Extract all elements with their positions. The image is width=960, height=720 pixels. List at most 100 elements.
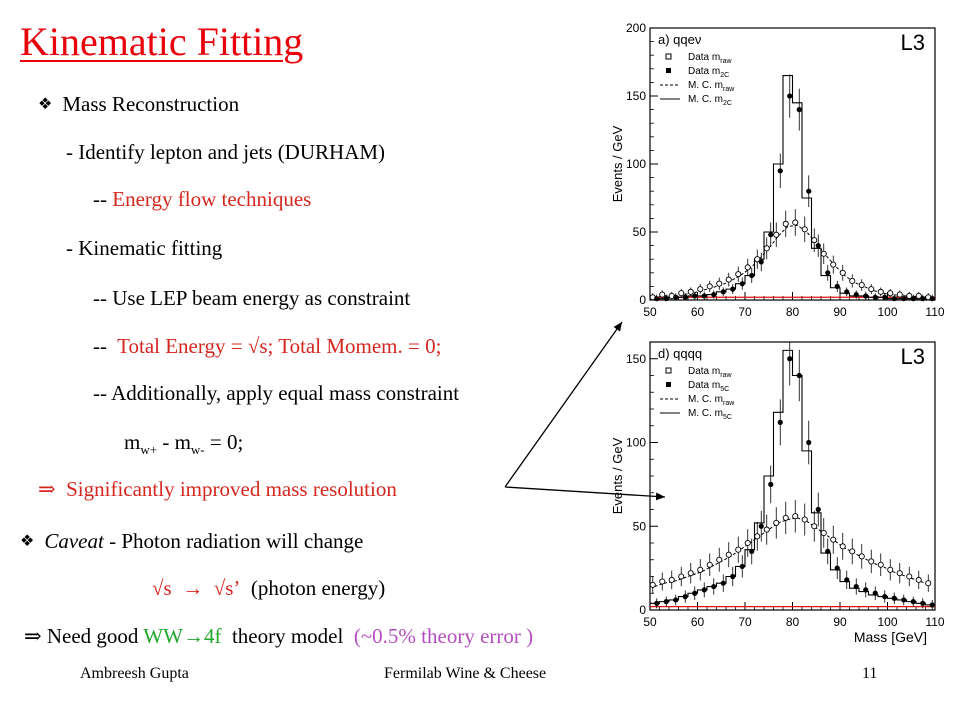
diamond-bullet-icon: ❖ xyxy=(20,531,35,550)
data-point-fit xyxy=(910,599,916,605)
legend-subscript: raw xyxy=(720,372,732,379)
data-point-fit xyxy=(701,587,707,593)
data-point-fit xyxy=(920,296,926,302)
caveat-text: - Photon radiation will change xyxy=(103,529,364,553)
data-point-fit xyxy=(777,168,783,174)
data-point-fit xyxy=(901,597,907,603)
data-point-fit xyxy=(882,594,888,600)
data-point-fit xyxy=(749,548,755,554)
legend-label: Data m2C xyxy=(688,66,729,79)
data-point-fit xyxy=(834,283,840,289)
data-point-fit xyxy=(673,597,679,603)
data-point-fit xyxy=(787,93,793,99)
data-point-raw xyxy=(811,237,818,244)
x-tick-label: 110 xyxy=(925,305,944,319)
data-point-raw xyxy=(678,290,685,297)
data-point-raw xyxy=(773,519,780,526)
data-point-fit xyxy=(768,481,774,487)
data-point-fit xyxy=(777,419,783,425)
data-point-raw xyxy=(839,269,846,276)
data-point-fit xyxy=(682,294,688,300)
mc-fit-histogram xyxy=(650,349,935,606)
data-point-fit xyxy=(910,296,916,302)
photon-energy-text: (photon energy) xyxy=(250,576,386,600)
data-point-fit xyxy=(929,296,935,302)
data-point-raw xyxy=(706,561,713,568)
legend-marker-filled xyxy=(666,382,671,387)
legend-marker-open xyxy=(665,367,672,374)
x-tick-label: 80 xyxy=(786,615,800,629)
x-tick-label: 50 xyxy=(643,305,657,319)
data-point-raw xyxy=(687,570,694,577)
data-point-raw xyxy=(773,231,780,238)
y-tick-label: 50 xyxy=(633,225,647,239)
theory-model-text: theory model xyxy=(221,624,354,648)
legend-subscript: raw xyxy=(720,58,732,65)
data-point-fit xyxy=(758,259,764,265)
data-point-fit xyxy=(815,243,821,249)
data-point-raw xyxy=(716,556,723,563)
data-point-fit xyxy=(692,293,698,299)
data-point-raw xyxy=(801,226,808,233)
y-tick-label: 50 xyxy=(633,519,647,533)
legend-subscript: 5C xyxy=(723,414,732,421)
y-axis-title: Events / GeV xyxy=(610,437,625,514)
identify-line: - Identify lepton and jets (DURHAM) xyxy=(66,140,386,164)
mass-reconstruction-text: Mass Reconstruction xyxy=(62,92,240,116)
formula-sub-wplus: w+ xyxy=(140,442,158,457)
data-point-raw xyxy=(915,576,922,583)
y-tick-label: 200 xyxy=(626,21,646,35)
data-point-fit xyxy=(654,296,660,302)
legend-marker-filled xyxy=(666,68,671,73)
data-point-fit xyxy=(872,590,878,596)
data-point-raw xyxy=(820,250,827,257)
data-point-fit xyxy=(863,587,869,593)
caveat-word: Caveat xyxy=(44,529,104,553)
data-point-fit xyxy=(901,296,907,302)
data-point-fit xyxy=(711,291,717,298)
data-point-raw xyxy=(849,277,856,285)
data-point-fit xyxy=(673,294,679,300)
legend-subscript: 2C xyxy=(723,100,732,107)
formula-m1: m xyxy=(124,430,141,454)
data-point-raw xyxy=(877,561,884,568)
data-point-raw xyxy=(906,292,913,299)
data-point-fit xyxy=(844,577,850,583)
data-point-raw xyxy=(858,553,865,560)
data-point-raw xyxy=(801,516,808,523)
bullet-caveat: ❖ Caveat - Photon radiation will change xyxy=(20,529,363,554)
data-point-fit xyxy=(720,580,726,586)
data-point-fit xyxy=(730,573,736,580)
energy-flow-line: -- Energy flow techniques xyxy=(93,187,311,212)
mc-fit-histogram xyxy=(650,75,935,300)
data-point-fit xyxy=(749,272,755,279)
legend-label: M. C. m5C xyxy=(688,408,732,421)
data-point-fit xyxy=(692,590,698,596)
data-point-raw xyxy=(915,292,922,299)
x-tick-label: 90 xyxy=(833,615,847,629)
legend-label: M. C. m2C xyxy=(688,94,732,107)
lep-beam-line: -- Use LEP beam energy as constraint xyxy=(93,286,411,310)
arrow-to-bottom-plot xyxy=(504,486,666,501)
x-tick-label: 70 xyxy=(738,615,752,629)
energy-flow-text: Energy flow techniques xyxy=(112,187,312,211)
panel-label: d) qqqq xyxy=(658,346,702,361)
x-tick-label: 60 xyxy=(691,615,705,629)
data-point-raw xyxy=(896,291,903,298)
data-point-fit xyxy=(853,583,859,590)
panel-label: a) qqeν xyxy=(658,32,701,47)
data-point-raw xyxy=(849,548,856,555)
data-point-raw xyxy=(792,219,799,226)
legend-label: Data m5C xyxy=(688,380,729,393)
x-tick-label: 90 xyxy=(833,305,847,319)
sqrt-s-prime: √s’ xyxy=(213,576,241,600)
formula-mid: - m xyxy=(157,430,191,454)
legend-subscript: 2C xyxy=(720,72,729,79)
data-point-raw xyxy=(868,286,875,293)
data-point-fit xyxy=(929,602,935,608)
data-point-fit xyxy=(796,107,802,113)
x-axis-title: Mass [GeV] xyxy=(854,629,927,645)
